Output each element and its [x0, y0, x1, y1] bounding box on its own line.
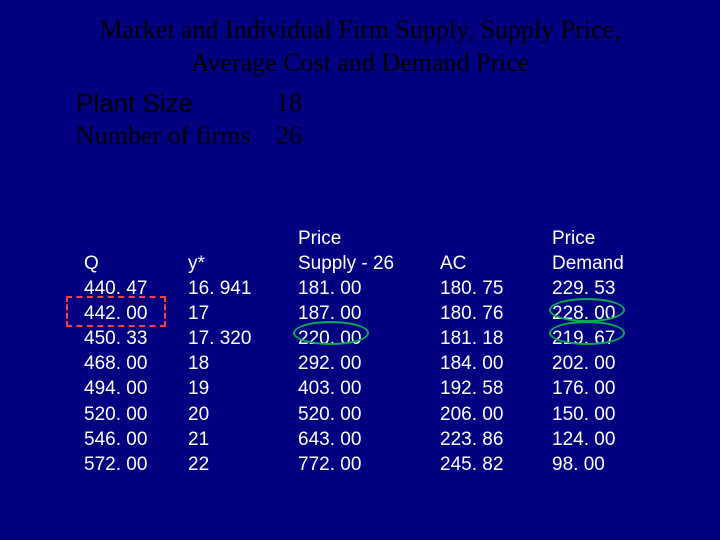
table-cell: 494. 00 [84, 376, 147, 401]
table-cell: 20 [188, 402, 251, 427]
title-line-2: Average Cost and Demand Price [191, 48, 530, 77]
column-header-ac: AC [440, 226, 503, 276]
table-cell: 150. 00 [552, 402, 624, 427]
slide-title: Market and Individual Firm Supply, Suppl… [0, 0, 720, 87]
table-cell: 292. 00 [298, 351, 394, 376]
table-cell: 546. 00 [84, 427, 147, 452]
header-line: Supply - 26 [298, 251, 394, 276]
table-cell: 124. 00 [552, 427, 624, 452]
table-cell: 572. 00 [84, 452, 147, 477]
plant-size-value: 18 [276, 87, 302, 120]
header-line: Q [84, 251, 147, 276]
column-header-y: y* [188, 226, 251, 276]
table-cell: 468. 00 [84, 351, 147, 376]
num-firms-value: 26 [276, 120, 302, 153]
header-line: y* [188, 251, 251, 276]
header-line: Price [552, 226, 624, 251]
table-cell: 176. 00 [552, 376, 624, 401]
table-cell: 22 [188, 452, 251, 477]
table-cell: 206. 00 [440, 402, 503, 427]
title-line-1: Market and Individual Firm Supply, Suppl… [99, 15, 620, 44]
table-cell: 223. 86 [440, 427, 503, 452]
column-header-Q: Q [84, 226, 147, 276]
num-firms-label: Number of firms [76, 120, 276, 153]
table-cell: 181. 18 [440, 326, 503, 351]
column-Q: Q440. 47442. 00450. 33468. 00494. 00520.… [84, 226, 147, 477]
column-y: y*16. 9411717. 3201819202122 [188, 226, 251, 477]
table-cell: 184. 00 [440, 351, 503, 376]
table-cell: 17. 320 [188, 326, 251, 351]
table-cell: 245. 82 [440, 452, 503, 477]
table-cell: 520. 00 [298, 402, 394, 427]
header-line: Demand [552, 251, 624, 276]
highlight-ellipse [293, 321, 369, 345]
column-header-ps: PriceSupply - 26 [298, 226, 394, 276]
table-cell: 202. 00 [552, 351, 624, 376]
table-cell: 772. 00 [298, 452, 394, 477]
table-cell: 192. 58 [440, 376, 503, 401]
highlight-dashed-box [66, 296, 166, 327]
column-ps: PriceSupply - 26181. 00187. 00220. 00292… [298, 226, 394, 477]
column-pd: PriceDemand229. 53228. 00219. 67202. 001… [552, 226, 624, 477]
table-cell: 180. 75 [440, 276, 503, 301]
highlight-ellipse [549, 298, 625, 322]
table-cell: 180. 76 [440, 301, 503, 326]
plant-size-label: Plant Size [76, 87, 276, 120]
header-line [188, 226, 251, 251]
table-cell: 16. 941 [188, 276, 251, 301]
table-cell: 98. 00 [552, 452, 624, 477]
table-cell: 181. 00 [298, 276, 394, 301]
table-cell: 21 [188, 427, 251, 452]
header-line: Price [298, 226, 394, 251]
header-line: AC [440, 251, 503, 276]
table-cell: 18 [188, 351, 251, 376]
table-cell: 17 [188, 301, 251, 326]
header-line [84, 226, 147, 251]
table-cell: 520. 00 [84, 402, 147, 427]
table-cell: 19 [188, 376, 251, 401]
table-cell: 450. 33 [84, 326, 147, 351]
highlight-ellipse [549, 321, 625, 345]
table-cell: 643. 00 [298, 427, 394, 452]
subhead: Plant Size 18 Number of firms 26 [0, 87, 720, 152]
header-line [440, 226, 503, 251]
column-ac: AC180. 75180. 76181. 18184. 00192. 58206… [440, 226, 503, 477]
column-header-pd: PriceDemand [552, 226, 624, 276]
table-cell: 403. 00 [298, 376, 394, 401]
